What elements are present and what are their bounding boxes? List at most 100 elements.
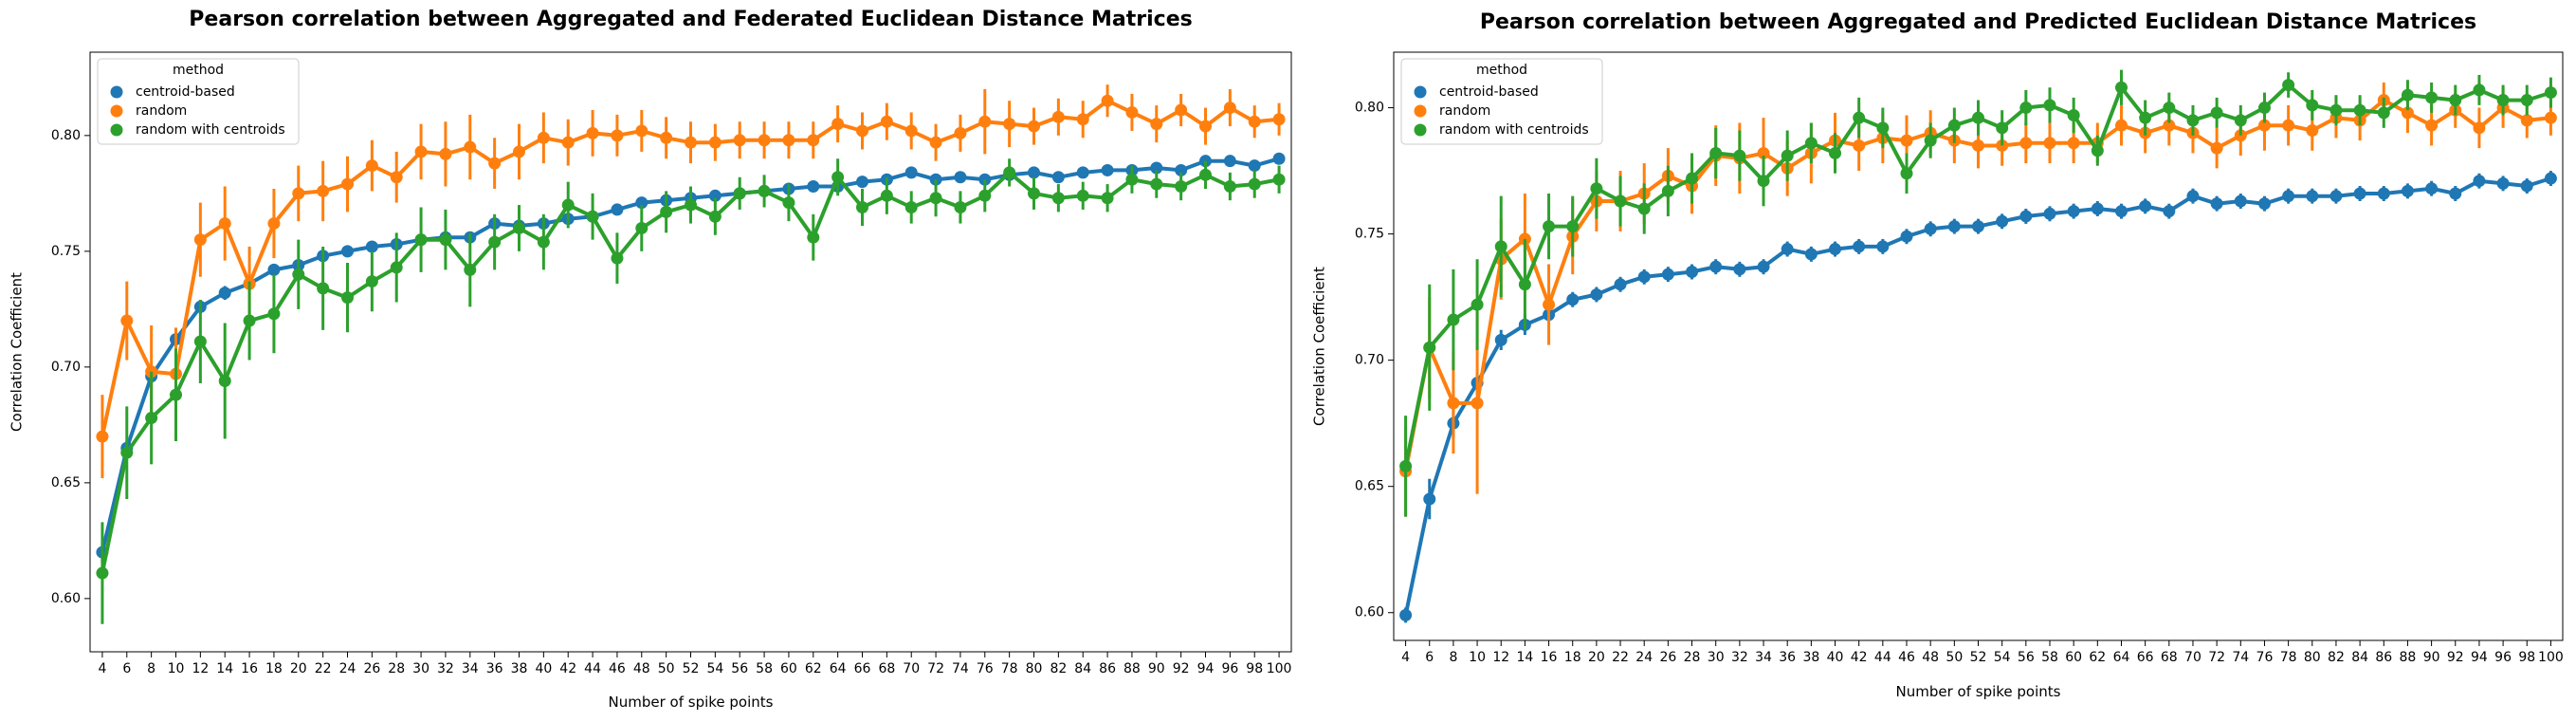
left-data-point bbox=[586, 210, 599, 223]
right-data-point bbox=[1447, 397, 1460, 410]
left-x-tick-label: 22 bbox=[315, 661, 332, 676]
right-data-point bbox=[1853, 111, 1866, 124]
right-data-point bbox=[2377, 106, 2390, 120]
right-data-point bbox=[1804, 137, 1818, 150]
right-data-point bbox=[1900, 167, 1913, 180]
left-x-tick-label: 14 bbox=[216, 661, 233, 676]
right-data-point bbox=[1781, 149, 1794, 162]
left-data-point bbox=[611, 129, 624, 142]
left-data-point bbox=[1150, 177, 1163, 191]
right-data-point bbox=[2067, 137, 2080, 150]
left-x-tick-label: 20 bbox=[290, 661, 307, 676]
left-data-point bbox=[414, 233, 428, 247]
right-x-tick-label: 4 bbox=[1401, 650, 1410, 665]
left-data-point bbox=[1272, 173, 1286, 186]
right-data-point bbox=[2449, 187, 2462, 200]
left-x-tick-label: 90 bbox=[1148, 661, 1165, 676]
right-data-point bbox=[2234, 194, 2247, 208]
right-data-point bbox=[2282, 190, 2295, 203]
right-x-tick-label: 64 bbox=[2113, 650, 2130, 665]
right-x-tick-label: 58 bbox=[2041, 650, 2058, 665]
right-data-point bbox=[1494, 240, 1507, 253]
right-data-point bbox=[2186, 114, 2200, 127]
left-data-point bbox=[1051, 110, 1065, 123]
right-data-point bbox=[2306, 123, 2319, 137]
right-data-point bbox=[2401, 106, 2414, 120]
left-data-point bbox=[782, 134, 795, 147]
right-data-point bbox=[2496, 176, 2510, 190]
right-data-point bbox=[2282, 79, 2295, 92]
right-data-point bbox=[1972, 139, 1984, 152]
right-x-tick-label: 38 bbox=[1802, 650, 1819, 665]
left-data-point bbox=[1272, 113, 1286, 126]
right-data-point bbox=[2210, 141, 2223, 155]
left-x-tick-label: 32 bbox=[437, 661, 454, 676]
left-data-point bbox=[635, 221, 649, 234]
left-data-point bbox=[341, 245, 354, 258]
right-data-point bbox=[2306, 190, 2319, 203]
left-data-point bbox=[782, 196, 795, 210]
left-legend-title: method bbox=[173, 63, 224, 78]
left-data-point bbox=[218, 217, 231, 231]
left-data-point bbox=[1223, 180, 1236, 194]
left-x-tick-label: 26 bbox=[363, 661, 380, 676]
right-legend: method centroid-based random random with… bbox=[1400, 58, 1603, 145]
right-x-tick-label: 42 bbox=[1851, 650, 1868, 665]
right-data-point bbox=[1757, 175, 1770, 188]
left-data-point bbox=[193, 335, 207, 348]
left-legend: method centroid-based random random with… bbox=[97, 58, 300, 145]
left-x-tick-label: 52 bbox=[683, 661, 700, 676]
right-data-point bbox=[1614, 278, 1627, 291]
left-x-tick-label: 94 bbox=[1197, 661, 1215, 676]
right-data-point bbox=[2067, 205, 2080, 218]
left-y-axis-label: Correlation Coefficient bbox=[9, 272, 26, 432]
left-data-point bbox=[807, 134, 820, 147]
right-data-point bbox=[2473, 83, 2486, 97]
left-data-point bbox=[1125, 105, 1139, 119]
left-data-point bbox=[390, 261, 403, 274]
left-data-point bbox=[561, 136, 575, 149]
right-x-tick-label: 52 bbox=[1970, 650, 1987, 665]
right-data-point bbox=[2282, 119, 2295, 132]
left-data-point bbox=[267, 263, 281, 276]
right-data-point bbox=[1876, 121, 1890, 135]
right-x-tick-label: 40 bbox=[1827, 650, 1844, 665]
right-x-tick-label: 74 bbox=[2232, 650, 2249, 665]
right-data-point bbox=[1686, 172, 1699, 185]
right-data-point bbox=[1447, 313, 1460, 326]
left-data-point bbox=[856, 124, 868, 138]
right-series-centroid-based bbox=[1399, 171, 2557, 623]
right-data-point bbox=[2520, 94, 2533, 107]
left-legend-box bbox=[97, 58, 300, 145]
left-y-tick-label: 0.80 bbox=[51, 128, 81, 143]
left-series-random bbox=[96, 84, 1286, 478]
right-data-point bbox=[2019, 210, 2033, 223]
right-x-tick-label: 12 bbox=[1492, 650, 1509, 665]
left-x-tick-label: 4 bbox=[98, 661, 106, 676]
left-data-point bbox=[660, 131, 673, 144]
left-x-tick-label: 38 bbox=[511, 661, 528, 676]
left-data-point bbox=[733, 134, 746, 147]
left-data-point bbox=[635, 124, 649, 138]
left-chart-title: Pearson correlation between Aggregated a… bbox=[189, 8, 1192, 31]
left-data-point bbox=[856, 176, 868, 189]
right-x-tick-label: 34 bbox=[1755, 650, 1772, 665]
right-data-point bbox=[1614, 194, 1627, 208]
right-data-point bbox=[2019, 102, 2033, 115]
left-data-point bbox=[733, 187, 746, 200]
left-data-point bbox=[807, 180, 820, 194]
left-data-point bbox=[1125, 173, 1139, 186]
left-x-tick-label: 74 bbox=[952, 661, 969, 676]
right-data-point bbox=[2329, 103, 2343, 117]
right-x-tick-label: 90 bbox=[2423, 650, 2440, 665]
right-data-point bbox=[2401, 88, 2414, 102]
right-data-point bbox=[1637, 270, 1651, 284]
right-data-point bbox=[2544, 86, 2557, 100]
right-x-tick-label: 6 bbox=[1425, 650, 1434, 665]
left-x-tick-label: 66 bbox=[854, 661, 871, 676]
right-data-point bbox=[2401, 184, 2414, 197]
right-data-point bbox=[2091, 202, 2104, 215]
right-data-point bbox=[1566, 220, 1580, 233]
right-x-tick-label: 32 bbox=[1731, 650, 1748, 665]
